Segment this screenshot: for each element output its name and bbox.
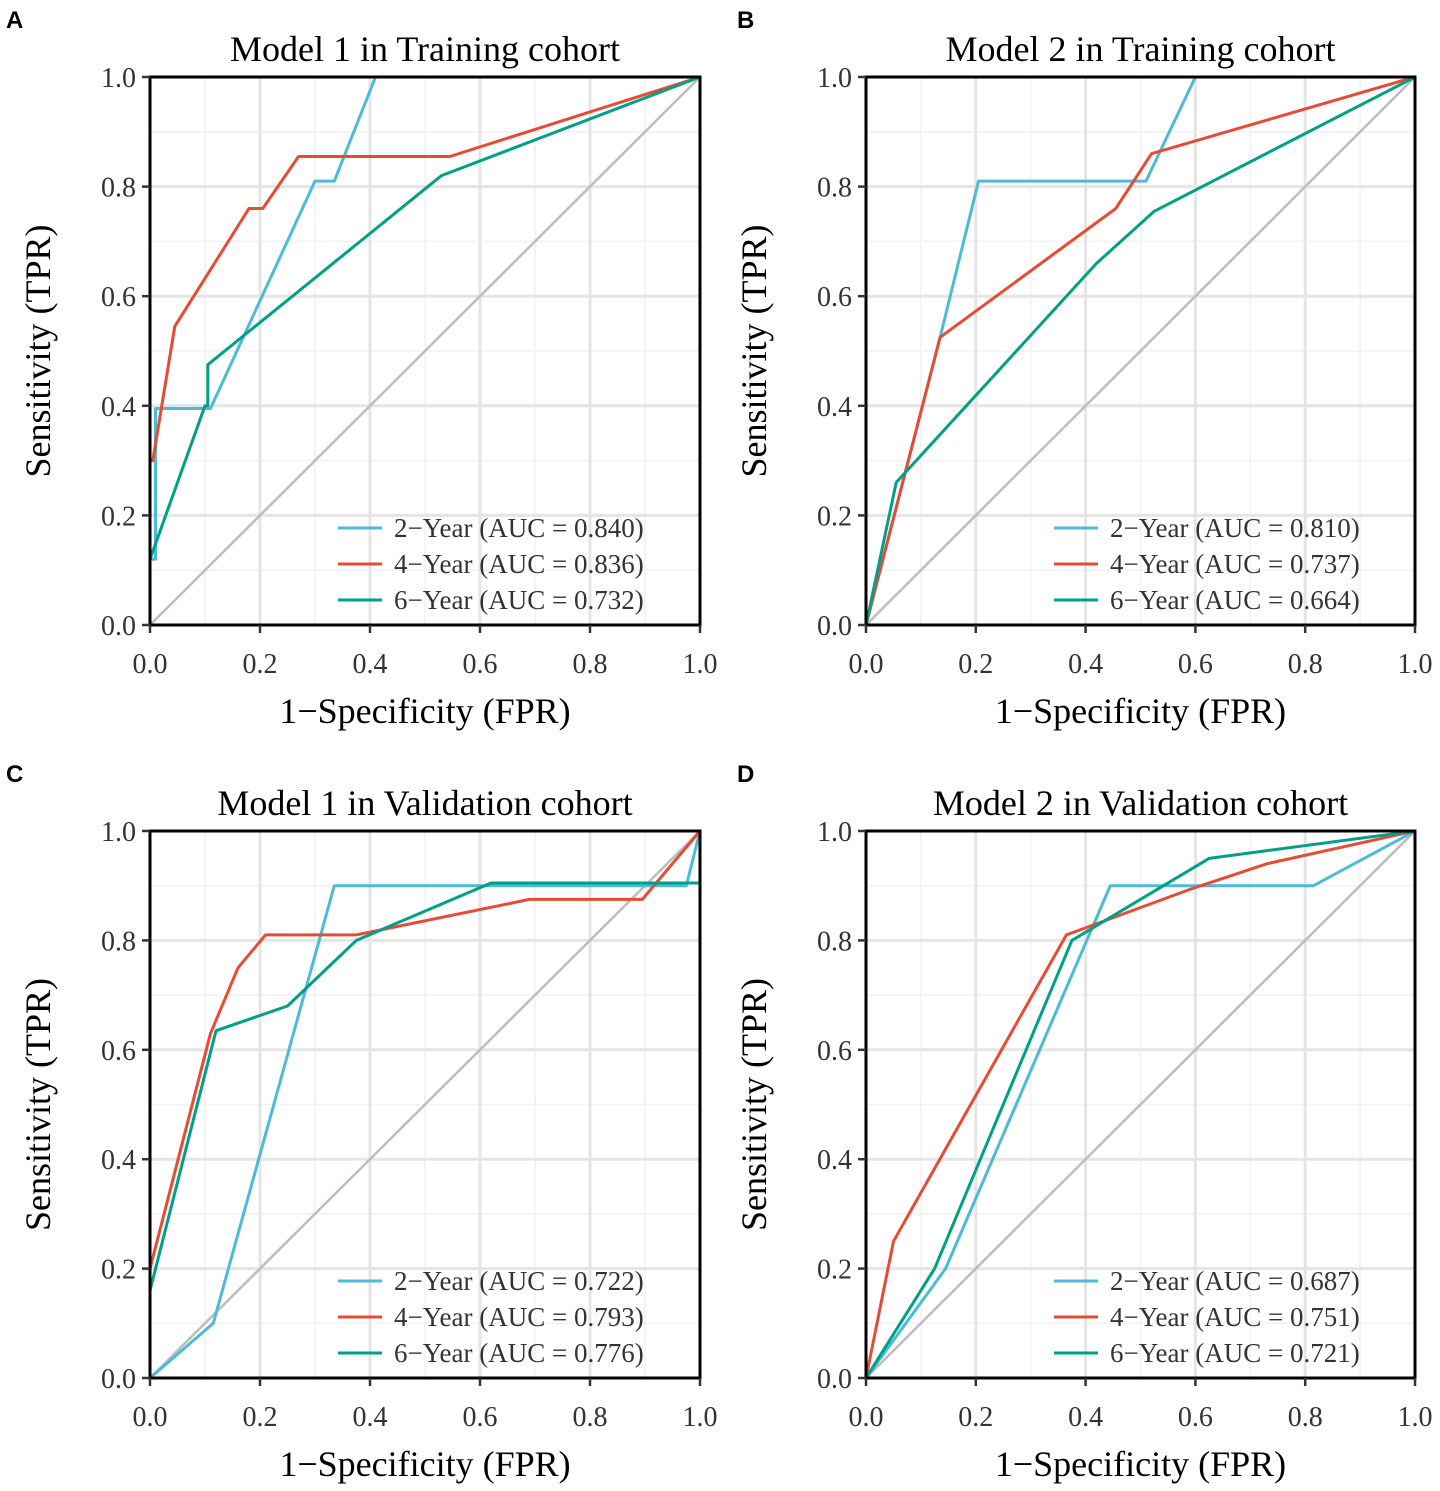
y-axis-label: Sensitivity (TPR) xyxy=(18,224,58,477)
y-tick-label: 0.2 xyxy=(101,501,136,532)
legend-label-series-1: 2−Year (AUC = 0.810) xyxy=(1110,513,1360,543)
roc-curve-series-2 xyxy=(864,829,1416,1379)
reference-diagonal xyxy=(865,76,1416,626)
y-tick-label: 0.8 xyxy=(817,926,852,957)
roc-curve-series-2 xyxy=(148,830,702,1269)
y-tick-label: 0.6 xyxy=(101,1036,136,1067)
y-tick-label: 0.6 xyxy=(101,282,136,313)
x-tick-label: 0.8 xyxy=(1288,1402,1323,1433)
y-axis-label: Sensitivity (TPR) xyxy=(18,978,58,1231)
x-tick-label: 0.2 xyxy=(958,1402,993,1433)
y-tick-label: 0.8 xyxy=(817,173,852,204)
plot-frame xyxy=(864,75,1417,627)
legend-label-series-1: 2−Year (AUC = 0.687) xyxy=(1110,1266,1360,1296)
legend-label-series-1: 2−Year (AUC = 0.840) xyxy=(394,513,644,543)
legend-label-series-3: 6−Year (AUC = 0.732) xyxy=(394,585,644,615)
panel-c: C Model 1 in Validation cohort 0.0 0.2 0.4 0.… xyxy=(6,761,718,1484)
legend-label-series-3: 6−Year (AUC = 0.776) xyxy=(394,1338,644,1368)
y-tick-label: 0.0 xyxy=(101,611,136,642)
y-tick-label: 0.4 xyxy=(817,1145,852,1176)
roc-curve-series-1 xyxy=(149,830,702,1380)
y-tick-label: 0.4 xyxy=(101,1145,136,1176)
legend-label-series-3: 6−Year (AUC = 0.721) xyxy=(1110,1338,1360,1368)
panel-letter: A xyxy=(6,7,23,34)
x-tick-label: 0.8 xyxy=(573,1402,608,1433)
y-tick-label: 0.2 xyxy=(101,1255,136,1286)
y-tick-label: 0.0 xyxy=(101,1364,136,1395)
panel-letter: C xyxy=(6,761,23,788)
y-tick-label: 0.6 xyxy=(817,282,852,313)
legend-label-series-3: 6−Year (AUC = 0.664) xyxy=(1110,585,1360,615)
roc-curve-series-1 xyxy=(148,75,700,625)
y-tick-label: 1.0 xyxy=(817,817,852,848)
x-tick-label: 0.8 xyxy=(1288,649,1323,680)
legend-label-series-2: 4−Year (AUC = 0.737) xyxy=(1110,549,1360,579)
plot-frame xyxy=(148,829,702,1380)
x-tick-label: 0.0 xyxy=(133,1402,168,1433)
y-tick-label: 0.2 xyxy=(817,501,852,532)
chart-title: Model 2 in Training cohort xyxy=(945,29,1335,69)
panel-d: D Model 2 in Validation cohort 0.0 0.2 0.4 0.… xyxy=(734,761,1433,1484)
y-tick-label: 1.0 xyxy=(817,63,852,94)
y-tick-label: 0.4 xyxy=(101,392,136,423)
x-tick-label: 0.6 xyxy=(463,1402,498,1433)
y-tick-label: 0.8 xyxy=(101,926,136,957)
x-tick-label: 1.0 xyxy=(683,1402,718,1433)
x-tick-label: 0.6 xyxy=(1178,1402,1213,1433)
y-tick-label: 0.2 xyxy=(817,1255,852,1286)
chart-title: Model 1 in Training cohort xyxy=(230,29,620,69)
x-tick-label: 1.0 xyxy=(1398,649,1433,680)
legend-label-series-2: 4−Year (AUC = 0.793) xyxy=(394,1302,644,1332)
roc-curve-series-3 xyxy=(148,831,702,1378)
y-axis-label: Sensitivity (TPR) xyxy=(734,978,774,1231)
x-axis-label: 1−Specificity (FPR) xyxy=(995,691,1286,731)
y-tick-label: 0.0 xyxy=(817,611,852,642)
y-tick-label: 0.0 xyxy=(817,1364,852,1395)
x-tick-label: 0.4 xyxy=(353,649,388,680)
x-tick-label: 0.0 xyxy=(849,1402,884,1433)
y-tick-label: 0.6 xyxy=(817,1036,852,1067)
x-axis-label: 1−Specificity (FPR) xyxy=(995,1444,1286,1484)
roc-curve-series-3 xyxy=(864,75,1416,626)
plot-frame xyxy=(864,829,1417,1380)
x-tick-label: 1.0 xyxy=(1398,1402,1433,1433)
panel-letter: B xyxy=(737,7,754,34)
x-axis-label: 1−Specificity (FPR) xyxy=(279,691,570,731)
panel-a: A Model 1 in Training cohort 0.0 0.2 0.4 0.6 0… xyxy=(6,7,718,731)
x-tick-label: 0.6 xyxy=(463,649,498,680)
x-tick-label: 0.6 xyxy=(1178,649,1213,680)
y-tick-label: 1.0 xyxy=(101,817,136,848)
roc-curve-series-3 xyxy=(864,829,1416,1379)
x-tick-label: 0.4 xyxy=(1068,649,1103,680)
x-tick-label: 0.2 xyxy=(958,649,993,680)
panel-letter: D xyxy=(737,761,754,788)
y-axis-label: Sensitivity (TPR) xyxy=(734,224,774,477)
chart-title: Model 1 in Validation cohort xyxy=(217,783,632,823)
roc-curve-series-1 xyxy=(864,829,1416,1379)
reference-diagonal xyxy=(149,830,701,1379)
legend-label-series-2: 4−Year (AUC = 0.751) xyxy=(1110,1302,1360,1332)
y-tick-label: 0.4 xyxy=(817,392,852,423)
plot-frame xyxy=(148,75,702,627)
x-tick-label: 0.2 xyxy=(243,1402,278,1433)
legend-label-series-1: 2−Year (AUC = 0.722) xyxy=(394,1266,644,1296)
x-tick-label: 0.0 xyxy=(133,649,168,680)
x-tick-label: 1.0 xyxy=(683,649,718,680)
x-tick-label: 0.2 xyxy=(243,649,278,680)
reference-diagonal xyxy=(865,830,1416,1379)
x-axis-label: 1−Specificity (FPR) xyxy=(279,1444,570,1484)
panel-b: B Model 2 in Training cohort 0.0 0.2 0.4 0.6 0… xyxy=(734,7,1433,731)
x-tick-label: 0.8 xyxy=(573,649,608,680)
chart-title: Model 2 in Validation cohort xyxy=(933,783,1348,823)
y-tick-label: 1.0 xyxy=(101,63,136,94)
reference-diagonal xyxy=(149,76,701,626)
y-tick-label: 0.8 xyxy=(101,173,136,204)
roc-curve-series-2 xyxy=(864,75,1416,626)
x-tick-label: 0.4 xyxy=(353,1402,388,1433)
x-tick-label: 0.0 xyxy=(849,649,884,680)
legend-label-series-2: 4−Year (AUC = 0.836) xyxy=(394,549,644,579)
x-tick-label: 0.4 xyxy=(1068,1402,1103,1433)
